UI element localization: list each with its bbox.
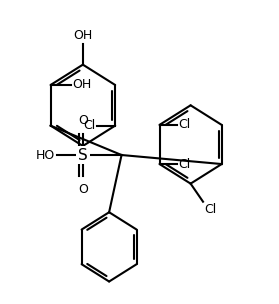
Text: S: S — [78, 147, 88, 163]
Text: Cl: Cl — [204, 203, 217, 216]
Text: Cl: Cl — [178, 118, 191, 131]
Text: Cl: Cl — [178, 157, 191, 171]
Text: O: O — [78, 114, 88, 127]
Text: Cl: Cl — [84, 119, 96, 132]
Text: OH: OH — [73, 29, 93, 42]
Text: O: O — [78, 183, 88, 196]
Text: OH: OH — [73, 78, 92, 92]
Text: HO: HO — [36, 149, 55, 161]
